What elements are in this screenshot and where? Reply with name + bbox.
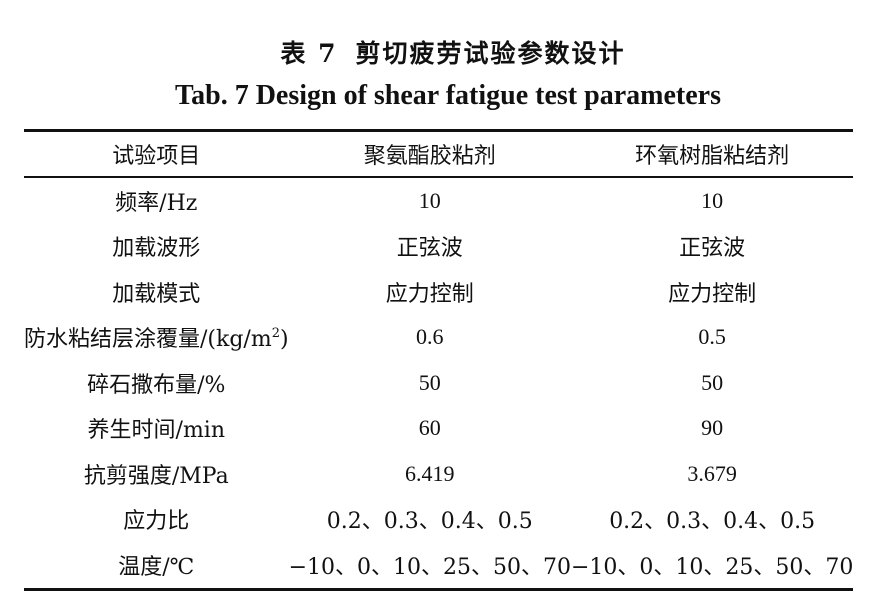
table-row: 频率/Hz 10 10 bbox=[24, 177, 853, 224]
table-number: 表 7 bbox=[280, 39, 338, 68]
epoxy-value: −10、0、10、25、50、70 bbox=[570, 554, 854, 580]
header-row: 试验项目 聚氨酯胶粘剂 环氧树脂粘结剂 bbox=[24, 130, 854, 177]
table-title-english: Tab. 7 Design of shear fatigue test para… bbox=[175, 80, 721, 111]
row-param: 抗剪强度/MPa bbox=[83, 463, 229, 489]
parameters-table: 试验项目 聚氨酯胶粘剂 环氧树脂粘结剂 频率/Hz 10 10 加载波形 正弦波… bbox=[24, 129, 854, 591]
polyurethane-value: 10 bbox=[418, 187, 441, 213]
table-title-chinese: 表 7 剪切疲劳试验参数设计 bbox=[0, 34, 896, 70]
polyurethane-value: 0.6 bbox=[416, 324, 444, 350]
table-row: 温度/℃ −10、0、10、25、50、70 −10、0、10、25、50、70 bbox=[24, 542, 854, 589]
polyurethane-value: 应力控制 bbox=[385, 281, 474, 307]
row-param: 养生时间/min bbox=[87, 418, 226, 444]
epoxy-value: 应力控制 bbox=[668, 281, 757, 307]
table-row: 应力比 0.2、0.3、0.4、0.5 0.2、0.3、0.4、0.5 bbox=[24, 497, 853, 543]
epoxy-value: 0.2、0.3、0.4、0.5 bbox=[609, 509, 816, 535]
row-param: 碎石撒布量/% bbox=[87, 372, 226, 398]
row-param: 频率/Hz bbox=[115, 190, 198, 216]
polyurethane-value: 6.419 bbox=[405, 460, 455, 486]
row-param: 加载波形 bbox=[112, 236, 201, 262]
row-param: 温度/℃ bbox=[118, 554, 195, 580]
epoxy-value: 正弦波 bbox=[679, 236, 746, 262]
epoxy-value: 0.5 bbox=[698, 324, 726, 350]
row-param-close: ) bbox=[279, 327, 289, 353]
polyurethane-value: −10、0、10、25、50、70 bbox=[288, 554, 571, 580]
table-row: 抗剪强度/MPa 6.419 3.679 bbox=[24, 451, 853, 497]
header-test-item: 试验项目 bbox=[112, 144, 201, 169]
row-param: 防水粘结层涂覆量/(kg/m2) bbox=[24, 315, 289, 361]
table-title-text: 剪切疲劳试验参数设计 bbox=[355, 39, 626, 68]
row-param-text: 防水粘结层涂覆量/(kg/m bbox=[24, 327, 272, 353]
epoxy-value: 10 bbox=[701, 187, 724, 213]
table-row: 防水粘结层涂覆量/(kg/m2) 0.6 0.5 bbox=[24, 315, 853, 361]
polyurethane-value: 正弦波 bbox=[396, 236, 463, 262]
table-row: 养生时间/min 60 90 bbox=[24, 406, 853, 452]
table-row: 加载波形 正弦波 正弦波 bbox=[24, 224, 853, 270]
polyurethane-value: 50 bbox=[418, 369, 441, 395]
epoxy-value: 90 bbox=[701, 415, 724, 441]
epoxy-value: 50 bbox=[701, 369, 724, 395]
epoxy-value: 3.679 bbox=[687, 460, 737, 486]
header-polyurethane: 聚氨酯胶粘剂 bbox=[363, 144, 496, 169]
polyurethane-value: 0.2、0.3、0.4、0.5 bbox=[326, 509, 533, 535]
superscript: 2 bbox=[271, 326, 280, 342]
table-row: 碎石撒布量/% 50 50 bbox=[24, 360, 853, 406]
row-param: 应力比 bbox=[123, 509, 190, 535]
polyurethane-value: 60 bbox=[418, 415, 441, 441]
header-epoxy: 环氧树脂粘结剂 bbox=[635, 144, 790, 169]
row-param: 加载模式 bbox=[112, 281, 201, 307]
table-row: 加载模式 应力控制 应力控制 bbox=[24, 269, 853, 315]
